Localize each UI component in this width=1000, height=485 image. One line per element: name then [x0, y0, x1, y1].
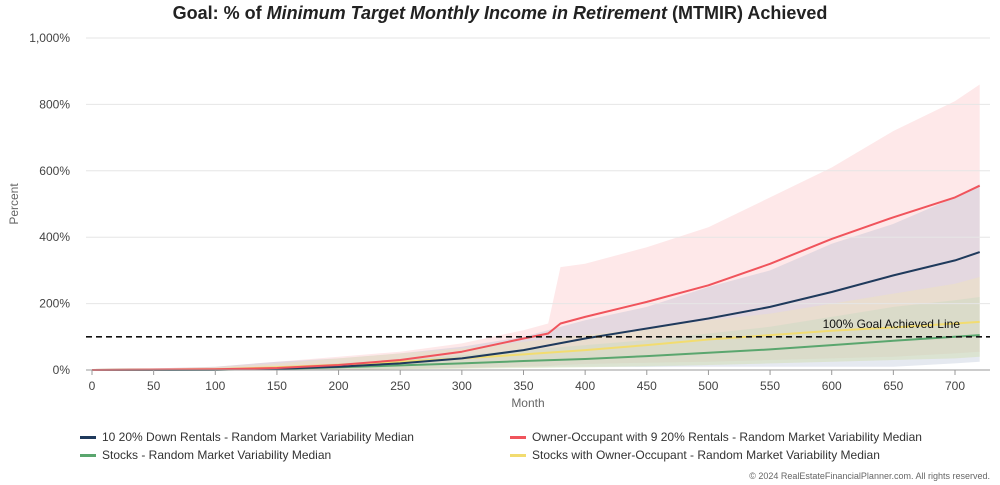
gridlines: [86, 37, 990, 305]
legend-swatch-rentals: [80, 435, 96, 439]
x-tick-label: 450: [637, 379, 657, 393]
y-tick-label: 600%: [39, 164, 70, 178]
legend-label-stocks-owner-occupant: Stocks with Owner-Occupant - Random Mark…: [532, 448, 880, 462]
chart-title: Goal: % of Minimum Target Monthly Income…: [0, 3, 1000, 24]
legend-swatch-stocks: [80, 453, 96, 457]
legend-item-rentals[interactable]: 10 20% Down Rentals - Random Market Vari…: [80, 430, 414, 444]
x-tick-label: 300: [452, 379, 472, 393]
legend-label-rentals: 10 20% Down Rentals - Random Market Vari…: [102, 430, 414, 444]
copyright-notice: © 2024 RealEstateFinancialPlanner.com. A…: [749, 471, 990, 481]
series-lines: [91, 184, 981, 371]
series-line: [91, 251, 981, 371]
x-tick-label: 700: [945, 379, 965, 393]
title-emphasis: Minimum Target Monthly Income in Retirem…: [266, 3, 668, 23]
goal-line-label: 100% Goal Achieved Line: [823, 317, 961, 331]
x-tick-label: 100: [205, 379, 225, 393]
series-line: [91, 184, 981, 371]
axes: 0% 200% 400% 600% 800% 1,000% 0 50 100 150 200 250 3…: [7, 31, 990, 410]
y-tick-label: 800%: [39, 97, 70, 111]
x-tick-label: 500: [698, 379, 718, 393]
legend-swatch-stocks-owner-occupant: [510, 453, 526, 457]
x-tick-label: 400: [575, 379, 595, 393]
series-band: [92, 84, 980, 370]
y-tick-label: 200%: [39, 297, 70, 311]
y-axis-title: Percent: [7, 183, 21, 225]
reference-line-group: 100% Goal Achieved Line: [86, 317, 990, 338]
x-tick-label: 200: [329, 379, 349, 393]
series-band: [92, 184, 980, 370]
confidence-bands: [92, 84, 980, 370]
legend-swatch-owner-occupant: [510, 435, 526, 439]
y-tick-label: 400%: [39, 230, 70, 244]
x-tick-label: 550: [760, 379, 780, 393]
x-tick-label: 350: [513, 379, 533, 393]
x-tick-label: 250: [390, 379, 410, 393]
x-axis-title: Month: [511, 396, 544, 410]
y-tick-label: 0%: [53, 363, 71, 377]
title-suffix: (MTMIR) Achieved: [667, 3, 828, 23]
x-tick-label: 650: [883, 379, 903, 393]
x-tick-label: 150: [267, 379, 287, 393]
x-tick-label: 600: [822, 379, 842, 393]
legend-label-owner-occupant: Owner-Occupant with 9 20% Rentals - Rand…: [532, 430, 922, 444]
x-tick-label: 50: [147, 379, 161, 393]
title-prefix: Goal: % of: [172, 3, 267, 23]
legend-item-stocks-owner-occupant[interactable]: Stocks with Owner-Occupant - Random Mark…: [510, 448, 880, 462]
y-tick-label: 1,000%: [29, 31, 70, 45]
legend-item-stocks[interactable]: Stocks - Random Market Variability Media…: [80, 448, 331, 462]
series-band: [92, 277, 980, 370]
legend-label-stocks: Stocks - Random Market Variability Media…: [102, 448, 332, 462]
series-band: [92, 297, 980, 370]
x-tick-label: 0: [89, 379, 96, 393]
legend-item-owner-occupant[interactable]: Owner-Occupant with 9 20% Rentals - Rand…: [510, 430, 922, 444]
